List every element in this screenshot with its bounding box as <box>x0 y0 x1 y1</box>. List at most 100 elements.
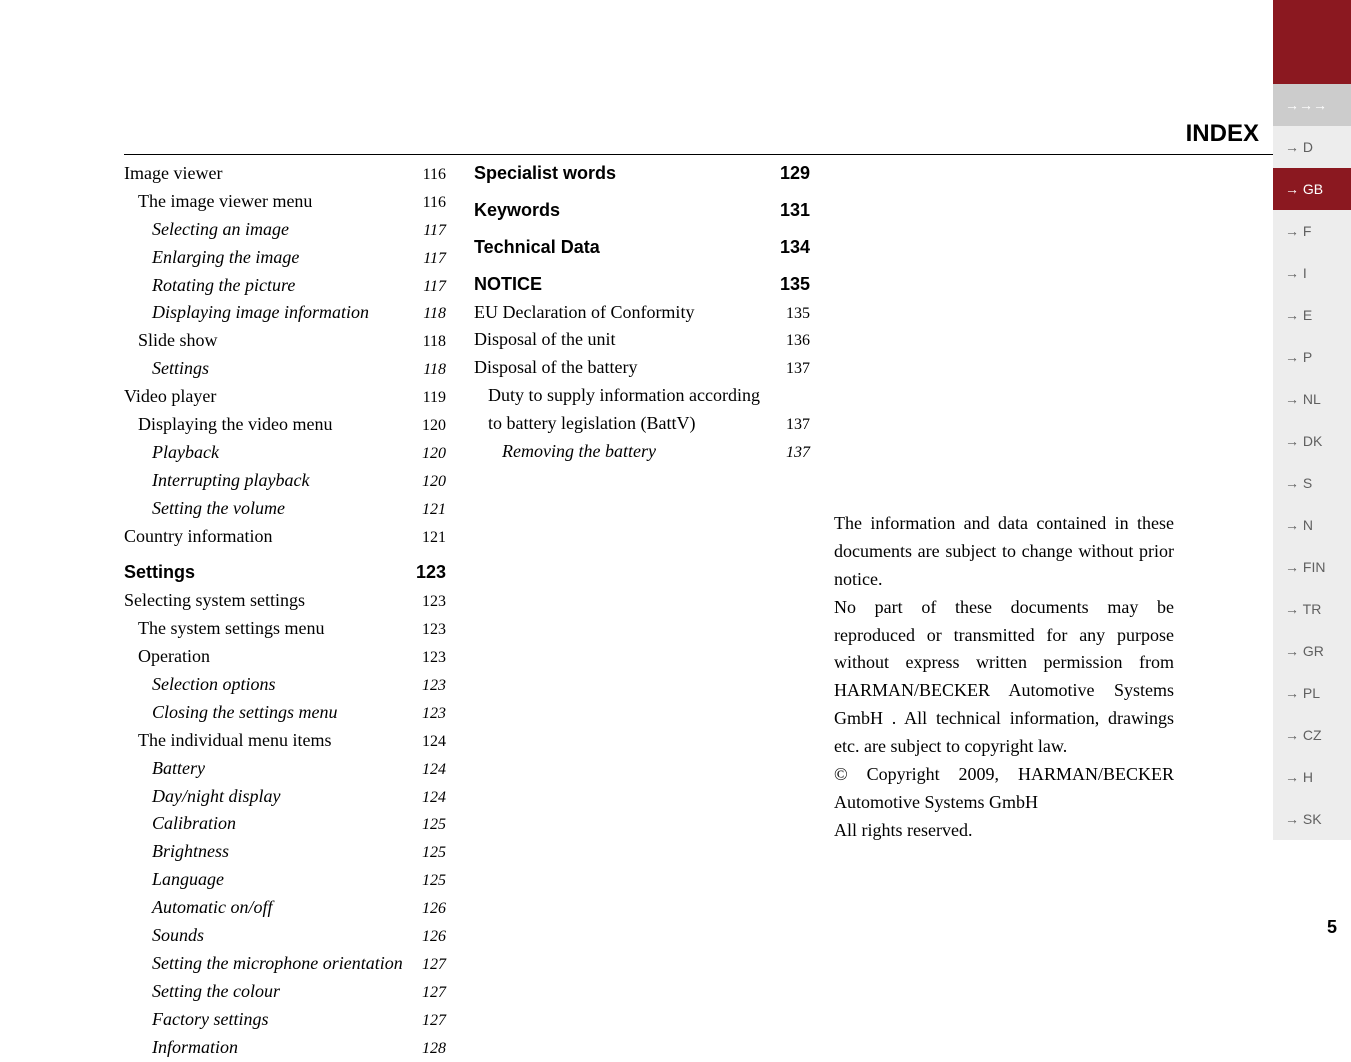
lang-tab-pl[interactable]: → PL <box>1273 672 1351 714</box>
lang-tab-s[interactable]: → S <box>1273 462 1351 504</box>
toc-row[interactable]: Technical Data134 <box>474 234 810 262</box>
toc-page: 123 <box>406 618 446 643</box>
toc-label: Country information <box>124 523 406 551</box>
toc-label: Enlarging the image <box>124 244 406 272</box>
toc-row[interactable]: Settings123 <box>124 559 446 587</box>
toc-row[interactable]: Selection options123 <box>124 671 446 699</box>
toc-row[interactable]: Setting the microphone orientation127 <box>124 950 446 978</box>
arrows-icon: →→→ <box>1285 97 1327 113</box>
toc-page: 135 <box>770 302 810 327</box>
toc-label: Settings <box>124 355 406 383</box>
toc-label: Brightness <box>124 838 406 866</box>
toc-page: 123 <box>406 646 446 671</box>
toc-page: 125 <box>406 869 446 894</box>
toc-row[interactable]: Closing the settings menu123 <box>124 699 446 727</box>
toc-page: 129 <box>770 160 810 188</box>
toc-row[interactable]: Disposal of the battery137 <box>474 354 810 382</box>
toc-row[interactable]: Operation123 <box>124 643 446 671</box>
toc-columns: Image viewer116The image viewer menu116S… <box>124 160 1214 1062</box>
lang-tab-h[interactable]: → H <box>1273 756 1351 798</box>
toc-row[interactable]: Interrupting playback120 <box>124 467 446 495</box>
toc-row[interactable]: Removing the battery137 <box>474 438 810 466</box>
toc-page: 117 <box>406 219 446 244</box>
lang-tab-gb[interactable]: → GB <box>1273 168 1351 210</box>
toc-label: The system settings menu <box>124 615 406 643</box>
toc-row[interactable]: Playback120 <box>124 439 446 467</box>
toc-label: Closing the settings menu <box>124 699 406 727</box>
toc-row[interactable]: Sounds126 <box>124 922 446 950</box>
tab-top-accent <box>1273 42 1351 84</box>
toc-label: Sounds <box>124 922 406 950</box>
lang-tab-sk[interactable]: → SK <box>1273 798 1351 840</box>
lang-tab-gr[interactable]: → GR <box>1273 630 1351 672</box>
toc-row[interactable]: Selecting system settings123 <box>124 587 446 615</box>
toc-row[interactable]: Factory settings127 <box>124 1006 446 1034</box>
toc-row[interactable]: Displaying the video menu120 <box>124 411 446 439</box>
toc-label: Disposal of the unit <box>474 326 770 354</box>
toc-label: Displaying the video menu <box>124 411 406 439</box>
toc-row[interactable]: Slide show118 <box>124 327 446 355</box>
toc-label: Keywords <box>474 197 770 225</box>
toc-row[interactable]: Displaying image information118 <box>124 299 446 327</box>
toc-row[interactable]: Automatic on/off126 <box>124 894 446 922</box>
toc-row[interactable]: Setting the volume121 <box>124 495 446 523</box>
toc-row[interactable]: Video player119 <box>124 383 446 411</box>
toc-page: 118 <box>406 358 446 383</box>
toc-row[interactable]: Calibration125 <box>124 810 446 838</box>
toc-row[interactable]: Language125 <box>124 866 446 894</box>
lang-tab-i[interactable]: → I <box>1273 252 1351 294</box>
lang-tab-n[interactable]: → N <box>1273 504 1351 546</box>
toc-row[interactable]: Enlarging the image117 <box>124 244 446 272</box>
toc-row[interactable]: Country information121 <box>124 523 446 551</box>
lang-tab-dk[interactable]: → DK <box>1273 420 1351 462</box>
toc-label: Setting the volume <box>124 495 406 523</box>
toc-row[interactable]: Day/night display124 <box>124 783 446 811</box>
toc-row[interactable]: Rotating the picture117 <box>124 272 446 300</box>
lang-tab-nl[interactable]: → NL <box>1273 378 1351 420</box>
toc-page: 118 <box>406 330 446 355</box>
lang-tab-cz[interactable]: → CZ <box>1273 714 1351 756</box>
toc-row[interactable]: Image viewer116 <box>124 160 446 188</box>
toc-page: 116 <box>406 191 446 216</box>
toc-row[interactable]: Information128 <box>124 1034 446 1062</box>
toc-label: Video player <box>124 383 406 411</box>
toc-row[interactable]: Battery124 <box>124 755 446 783</box>
toc-row[interactable]: The individual menu items124 <box>124 727 446 755</box>
lang-tab-d[interactable]: → D <box>1273 126 1351 168</box>
toc-row[interactable]: Selecting an image117 <box>124 216 446 244</box>
toc-row[interactable]: NOTICE135 <box>474 271 810 299</box>
lang-tab-tr[interactable]: → TR <box>1273 588 1351 630</box>
lang-tab-e[interactable]: → E <box>1273 294 1351 336</box>
toc-row[interactable]: Settings118 <box>124 355 446 383</box>
toc-page: 120 <box>406 442 446 467</box>
toc-label: Interrupting playback <box>124 467 406 495</box>
lang-tab-p[interactable]: → P <box>1273 336 1351 378</box>
toc-col-3: The information and data contained in th… <box>834 160 1214 1062</box>
toc-page: 120 <box>406 470 446 495</box>
toc-row[interactable]: to battery legislation (BattV)137 <box>474 410 810 438</box>
toc-row[interactable]: Brightness125 <box>124 838 446 866</box>
toc-row[interactable]: The image viewer menu116 <box>124 188 446 216</box>
lang-tab-f[interactable]: → F <box>1273 210 1351 252</box>
toc-label: Selecting system settings <box>124 587 406 615</box>
toc-page: 131 <box>770 197 810 225</box>
toc-page: 116 <box>406 163 446 188</box>
toc-page: 127 <box>406 1009 446 1034</box>
toc-row[interactable]: Setting the colour127 <box>124 978 446 1006</box>
toc-page: 125 <box>406 813 446 838</box>
toc-row[interactable]: EU Declaration of Conformity135 <box>474 299 810 327</box>
toc-label: Day/night display <box>124 783 406 811</box>
toc-row[interactable]: Specialist words129 <box>474 160 810 188</box>
toc-row[interactable]: Duty to supply information according <box>474 382 810 410</box>
toc-row[interactable]: Disposal of the unit136 <box>474 326 810 354</box>
toc-page: 117 <box>406 275 446 300</box>
toc-row[interactable]: The system settings menu123 <box>124 615 446 643</box>
toc-label: Duty to supply information according <box>474 382 770 410</box>
toc-label: Technical Data <box>474 234 770 262</box>
toc-label: EU Declaration of Conformity <box>474 299 770 327</box>
toc-row[interactable]: Keywords131 <box>474 197 810 225</box>
toc-label: Selecting an image <box>124 216 406 244</box>
toc-page: 121 <box>406 526 446 551</box>
lang-tab-fin[interactable]: → FIN <box>1273 546 1351 588</box>
toc-label: Image viewer <box>124 160 406 188</box>
